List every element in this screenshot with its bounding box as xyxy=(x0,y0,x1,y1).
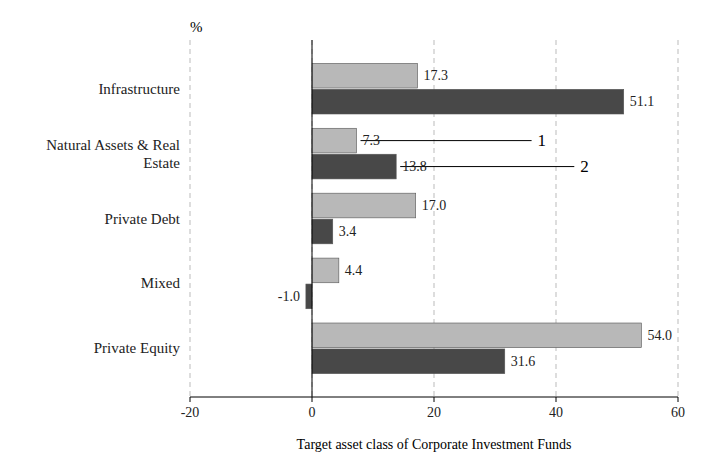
data-label: 4.4 xyxy=(345,263,363,278)
bar xyxy=(312,349,505,374)
y-axis: Private Equity Mixed Private Debt Natural A… xyxy=(46,81,181,357)
x-tick xyxy=(312,397,313,402)
x-tick-label: 20 xyxy=(427,405,441,420)
data-labels: 54.0 4.4 17.0 7.3 17.3 31.6 -1.0 3.4 13.8 51.1 xyxy=(278,68,672,369)
data-label: 54.0 xyxy=(647,328,672,343)
grid-line xyxy=(312,40,313,397)
bar xyxy=(312,63,418,88)
chart: 1254.04.417.07.317.331.6-1.03.413.851.1-… xyxy=(0,0,708,467)
grid-line xyxy=(190,40,191,397)
data-label: 13.8 xyxy=(402,159,427,174)
x-axis: -20 0 20 40 60 xyxy=(181,397,685,420)
x-axis-label: Target asset class of Corporate Investme… xyxy=(297,437,572,452)
x-tick-label: 40 xyxy=(549,405,563,420)
data-label: 31.6 xyxy=(511,354,536,369)
y-tick-label: Mixed xyxy=(141,275,181,291)
y-tick-label: Infrastructure xyxy=(98,81,180,97)
bar xyxy=(312,89,624,114)
annotation-text: 2 xyxy=(580,157,589,176)
data-label: 3.4 xyxy=(339,224,357,239)
bar xyxy=(312,128,357,153)
grid-line xyxy=(678,40,679,397)
y-tick-label: Private Debt xyxy=(105,211,181,227)
zero-line xyxy=(312,40,313,397)
bar xyxy=(312,154,396,179)
bars xyxy=(306,63,642,373)
annotation-line xyxy=(361,140,532,141)
data-label: 7.3 xyxy=(363,133,381,148)
data-label: -1.0 xyxy=(278,289,300,304)
data-label: 17.3 xyxy=(424,68,449,83)
x-tick xyxy=(556,397,557,402)
bar xyxy=(312,258,339,283)
x-tick-label: -20 xyxy=(181,405,200,420)
data-label: 17.0 xyxy=(422,198,447,213)
x-tick xyxy=(190,397,191,402)
annotation-text: 1 xyxy=(538,131,547,150)
x-tick xyxy=(678,397,679,402)
bar xyxy=(312,193,416,218)
x-tick-label: 0 xyxy=(309,405,316,420)
y-axis-label: % xyxy=(190,19,203,35)
bar xyxy=(312,219,333,244)
y-tick-label: Natural Assets & RealEstate xyxy=(46,137,180,171)
grid xyxy=(190,40,678,397)
y-tick-label: Private Equity xyxy=(94,340,181,356)
data-label: 51.1 xyxy=(630,94,655,109)
x-tick-label: 60 xyxy=(671,405,685,420)
annotations: 12 xyxy=(361,131,589,176)
x-tick xyxy=(434,397,435,402)
bar xyxy=(312,323,641,348)
bar xyxy=(306,284,312,309)
